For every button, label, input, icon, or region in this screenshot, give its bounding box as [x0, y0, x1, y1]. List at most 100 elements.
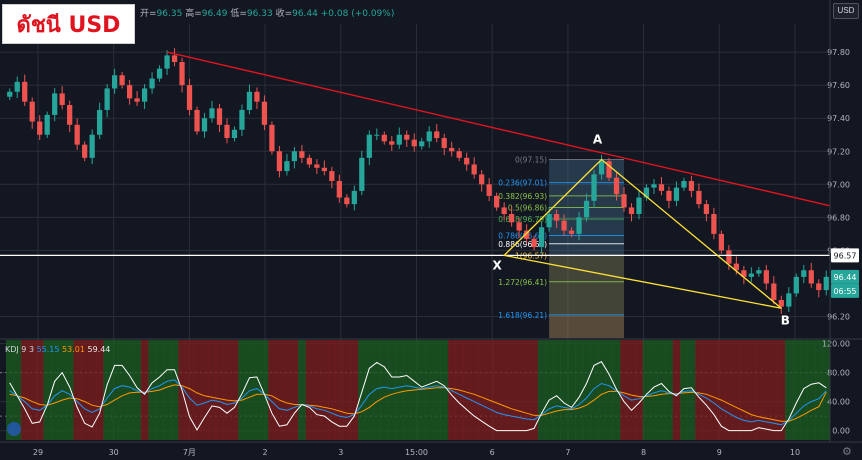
last-price-label: 96.44: [834, 273, 857, 282]
chart-title: ดัชนี USD: [16, 12, 121, 38]
horizontal-line-price-label: 96.57: [834, 251, 857, 260]
kdj-zone-bar: [13, 340, 22, 440]
candle-body: [374, 134, 380, 136]
candle-body: [284, 161, 290, 172]
candle-body: [52, 93, 58, 115]
kdj-zone-bar: [373, 340, 381, 440]
candle: [449, 141, 455, 157]
candle-body: [486, 184, 492, 196]
candle-body: [404, 134, 410, 140]
kdj-zone-bar: [343, 340, 351, 440]
candle: [284, 153, 290, 176]
chart-drawings[interactable]: X A B: [0, 51, 831, 327]
candle-body: [501, 207, 507, 215]
candle: [628, 203, 635, 222]
trendline[interactable]: [166, 51, 831, 207]
candle-body: [141, 88, 148, 102]
candle-body: [778, 299, 784, 307]
candle: [314, 159, 320, 175]
kdj-zone-bar: [185, 340, 194, 440]
kdj-zone-bar: [313, 340, 322, 440]
fibonacci-retracement[interactable]: 0(97.15) 0.236(97.01) 0.382(96.93) 0.5(96.8…: [498, 156, 624, 338]
fib-zone-extension: [549, 314, 624, 338]
candle: [501, 202, 507, 221]
candle-body: [14, 81, 20, 92]
candle-body: [164, 55, 170, 69]
kdj-zone-bar: [73, 340, 82, 440]
kdj-zone-bar: [477, 340, 486, 440]
candle-body: [726, 250, 732, 264]
tradingview-logo-icon[interactable]: [7, 422, 21, 436]
candle: [681, 177, 687, 191]
candle: [509, 206, 515, 227]
candle-body: [29, 101, 35, 122]
candle: [254, 87, 260, 109]
xab-pattern[interactable]: [502, 158, 782, 309]
candle-body: [816, 283, 822, 291]
candle: [269, 121, 275, 155]
candle-body: [329, 171, 335, 181]
kdj-k-value: 55.15: [36, 345, 60, 354]
candle: [104, 84, 110, 118]
kdj-zone-bar: [133, 340, 142, 440]
candle-body: [389, 141, 395, 145]
candle: [52, 88, 58, 122]
title-banner: ดัชนี USD: [2, 4, 135, 44]
candle-body: [479, 174, 485, 185]
kdj-legend: KDJ 9 3 55.15 53.01 59.44: [5, 345, 110, 354]
kdj-zone-bar: [815, 340, 823, 440]
kdj-zone-bar: [125, 340, 134, 440]
candle: [149, 72, 155, 94]
candle-body: [359, 157, 365, 191]
candle: [291, 146, 298, 169]
pattern-label-x: X: [493, 258, 503, 272]
candle-body: [538, 227, 545, 248]
candle-body: [231, 129, 238, 139]
candle: [636, 191, 642, 220]
candle-body: [104, 88, 110, 110]
gear-icon[interactable]: ⚙: [842, 445, 852, 458]
kdj-zone-bar: [110, 340, 119, 440]
candle-body: [111, 75, 118, 89]
candle-body: [516, 222, 522, 231]
currency-button[interactable]: USD: [833, 3, 859, 19]
fib-level-label: 0.382(96.93): [498, 192, 547, 201]
candle: [741, 265, 747, 285]
kdj-zone-bar: [642, 340, 651, 440]
candle-body: [531, 238, 537, 248]
candle-body: [209, 108, 215, 119]
kdj-zone-bar: [260, 340, 269, 440]
candle: [726, 245, 732, 270]
kdj-tick-label: 40.00: [827, 398, 850, 407]
kdj-zone-bar: [695, 340, 704, 440]
change-value: +0.08 (+0.09%): [320, 9, 395, 19]
kdj-zone-bar: [6, 340, 14, 440]
candle-body: [464, 157, 470, 165]
candle-body: [621, 194, 627, 208]
kdj-zone-bar: [350, 340, 359, 440]
kdj-zone-bar: [320, 340, 329, 440]
price-tick-label: 97.60: [827, 81, 850, 90]
candle: [591, 170, 597, 209]
candle-body: [711, 214, 717, 234]
kdj-zone-bar: [388, 340, 396, 440]
kdj-zone-bar: [245, 340, 254, 440]
candle-body: [269, 124, 275, 152]
candle: [486, 178, 492, 202]
kdj-zone-bar: [65, 340, 74, 440]
kdj-zone-bar: [328, 340, 336, 440]
candle: [523, 224, 530, 245]
kdj-zone-bar: [200, 340, 209, 440]
candle: [441, 133, 447, 156]
kdj-zone-bar: [163, 340, 172, 440]
candle-body: [126, 85, 133, 99]
candle-body: [224, 124, 230, 139]
kdj-zone-bar: [740, 340, 748, 440]
kdj-zone-bar: [500, 340, 509, 440]
time-tick-label: 3: [338, 448, 343, 457]
candle-body: [741, 270, 747, 277]
candle-body: [351, 190, 357, 205]
candle: [224, 118, 230, 144]
candle-body: [583, 200, 590, 218]
candle: [126, 79, 133, 105]
